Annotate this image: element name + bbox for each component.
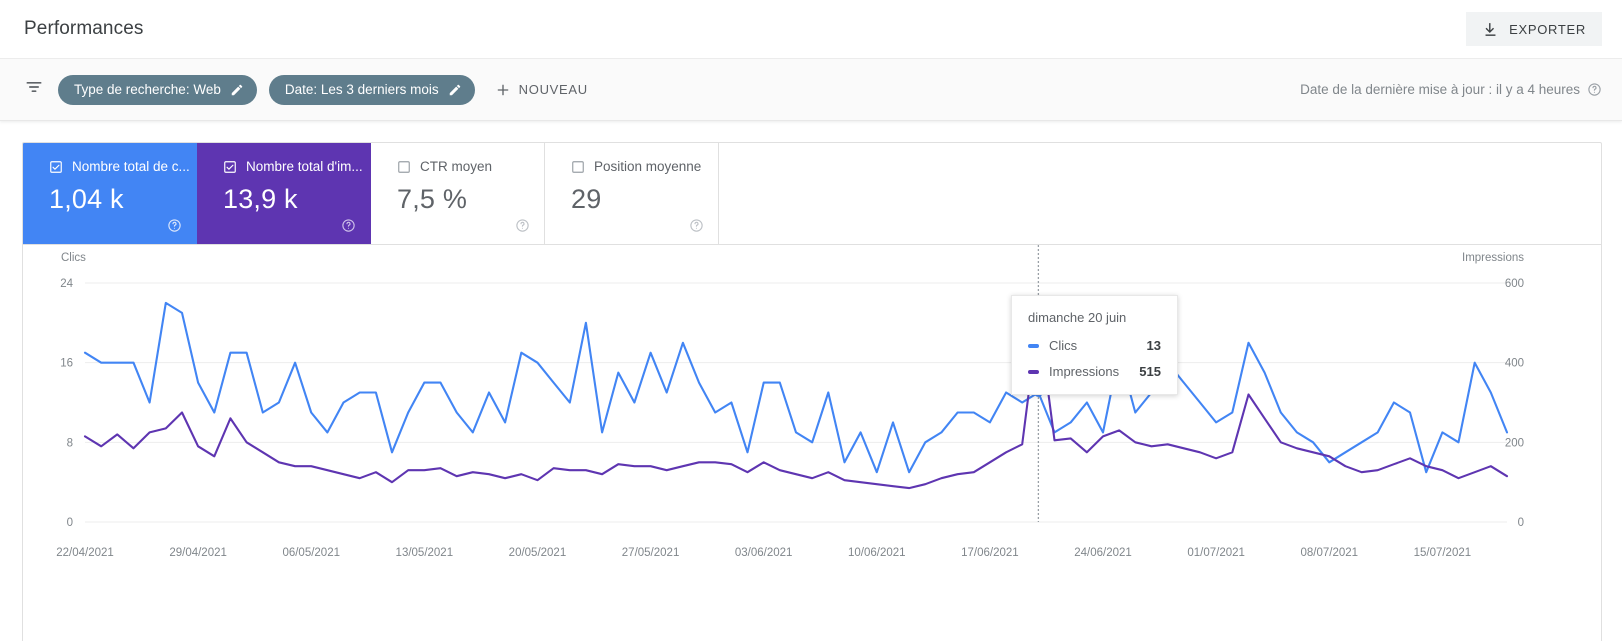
export-button-label: EXPORTER (1509, 21, 1586, 37)
metric-label: Nombre total de c... (72, 159, 190, 174)
metric-label: CTR moyen (420, 159, 493, 174)
y-axis-left-tick: 8 (67, 437, 73, 449)
metric-tile-average-ctr[interactable]: CTR moyen 7,5 % (371, 143, 545, 244)
x-axis-tick: 20/05/2021 (509, 547, 567, 559)
y-axis-right-title: Impressions (1462, 252, 1524, 264)
checkbox-unchecked-icon[interactable] (571, 160, 585, 174)
x-axis-tick: 27/05/2021 (622, 547, 680, 559)
metric-label: Nombre total d'im... (246, 159, 363, 174)
metric-tile-average-position[interactable]: Position moyenne 29 (545, 143, 719, 244)
metric-tiles: Nombre total de c... 1,04 k (23, 143, 1601, 245)
chart-tooltip: dimanche 20 juin Clics 13 Impressions 51… (1011, 295, 1178, 395)
help-circle-icon[interactable] (689, 218, 704, 233)
help-circle-icon[interactable] (1587, 82, 1602, 97)
metric-value: 1,04 k (49, 184, 124, 214)
checkbox-checked-icon[interactable] (223, 160, 237, 174)
filter-chip-label: Type de recherche: Web (74, 82, 221, 97)
plus-icon (495, 82, 511, 98)
tooltip-row-clicks: Clics 13 (1028, 338, 1161, 353)
y-axis-left-tick: 0 (67, 517, 73, 529)
x-axis-tick: 10/06/2021 (848, 547, 906, 559)
impressions-color-swatch (1028, 369, 1039, 374)
y-axis-left-tick: 24 (60, 278, 73, 290)
download-icon (1482, 21, 1499, 38)
metric-tile-total-clicks[interactable]: Nombre total de c... 1,04 k (23, 143, 197, 244)
x-axis-tick: 01/07/2021 (1187, 547, 1245, 559)
page-header: Performances EXPORTER (0, 0, 1622, 58)
tooltip-row-impressions: Impressions 515 (1028, 364, 1161, 379)
x-axis-tick: 15/07/2021 (1414, 547, 1472, 559)
x-axis-tick: 17/06/2021 (961, 547, 1019, 559)
metric-value: 29 (571, 184, 602, 214)
tooltip-series-value: 515 (1139, 364, 1161, 379)
metric-tile-total-impressions[interactable]: Nombre total d'im... 13,9 k (197, 143, 371, 244)
y-axis-left-tick: 16 (60, 358, 73, 370)
help-circle-icon[interactable] (515, 218, 530, 233)
series-line-impressions (83, 315, 1509, 490)
last-update-note: Date de la dernière mise à jour : il y a… (1300, 82, 1602, 97)
tooltip-date: dimanche 20 juin (1028, 310, 1127, 325)
y-axis-right-tick: 600 (1505, 278, 1524, 290)
pencil-icon[interactable] (448, 83, 462, 97)
performance-card: Nombre total de c... 1,04 k (22, 142, 1602, 641)
checkbox-checked-icon[interactable] (49, 160, 63, 174)
main-content: Nombre total de c... 1,04 k (0, 121, 1622, 641)
metric-label: Position moyenne (594, 159, 702, 174)
x-axis-tick: 22/04/2021 (56, 547, 114, 559)
filter-chip-label: Date: Les 3 derniers mois (284, 82, 439, 97)
chart-svg[interactable]: Clics Impressions 0 8 16 24 0 200 400 600 22/04/20… (23, 245, 1601, 641)
x-axis-tick: 29/04/2021 (169, 547, 227, 559)
x-axis-tick: 06/05/2021 (282, 547, 340, 559)
page-title: Performances (24, 18, 144, 39)
y-axis-right-tick: 400 (1505, 358, 1524, 370)
tooltip-series-name: Impressions (1049, 364, 1120, 379)
clicks-color-swatch (1028, 343, 1039, 348)
y-axis-right-tick: 200 (1505, 437, 1524, 449)
help-circle-icon[interactable] (341, 218, 356, 233)
metric-value: 13,9 k (223, 184, 298, 214)
x-axis-tick: 24/06/2021 (1074, 547, 1132, 559)
y-axis-right-tick: 0 (1518, 517, 1524, 529)
filter-bar: Type de recherche: Web Date: Les 3 derni… (0, 58, 1622, 121)
checkbox-unchecked-icon[interactable] (397, 160, 411, 174)
filter-chip-date[interactable]: Date: Les 3 derniers mois (268, 74, 475, 105)
performance-chart[interactable]: Clics Impressions 0 8 16 24 0 200 400 600 22/04/20… (23, 245, 1601, 641)
pencil-icon[interactable] (230, 83, 244, 97)
y-axis-left-title: Clics (61, 252, 86, 264)
filter-list-icon[interactable] (24, 77, 58, 102)
last-update-text: Date de la dernière mise à jour : il y a… (1300, 82, 1580, 97)
export-button[interactable]: EXPORTER (1466, 12, 1602, 46)
filter-chip-search-type[interactable]: Type de recherche: Web (58, 74, 257, 105)
x-axis-tick: 13/05/2021 (396, 547, 454, 559)
add-filter-button[interactable]: NOUVEAU (495, 82, 588, 98)
tooltip-series-value: 13 (1146, 338, 1161, 353)
metric-value: 7,5 % (397, 184, 468, 214)
add-filter-label: NOUVEAU (518, 82, 588, 97)
help-circle-icon[interactable] (167, 218, 182, 233)
x-axis-tick: 03/06/2021 (735, 547, 793, 559)
x-axis-tick: 08/07/2021 (1300, 547, 1358, 559)
tooltip-series-name: Clics (1049, 338, 1078, 353)
series-line-clics (83, 301, 1509, 474)
